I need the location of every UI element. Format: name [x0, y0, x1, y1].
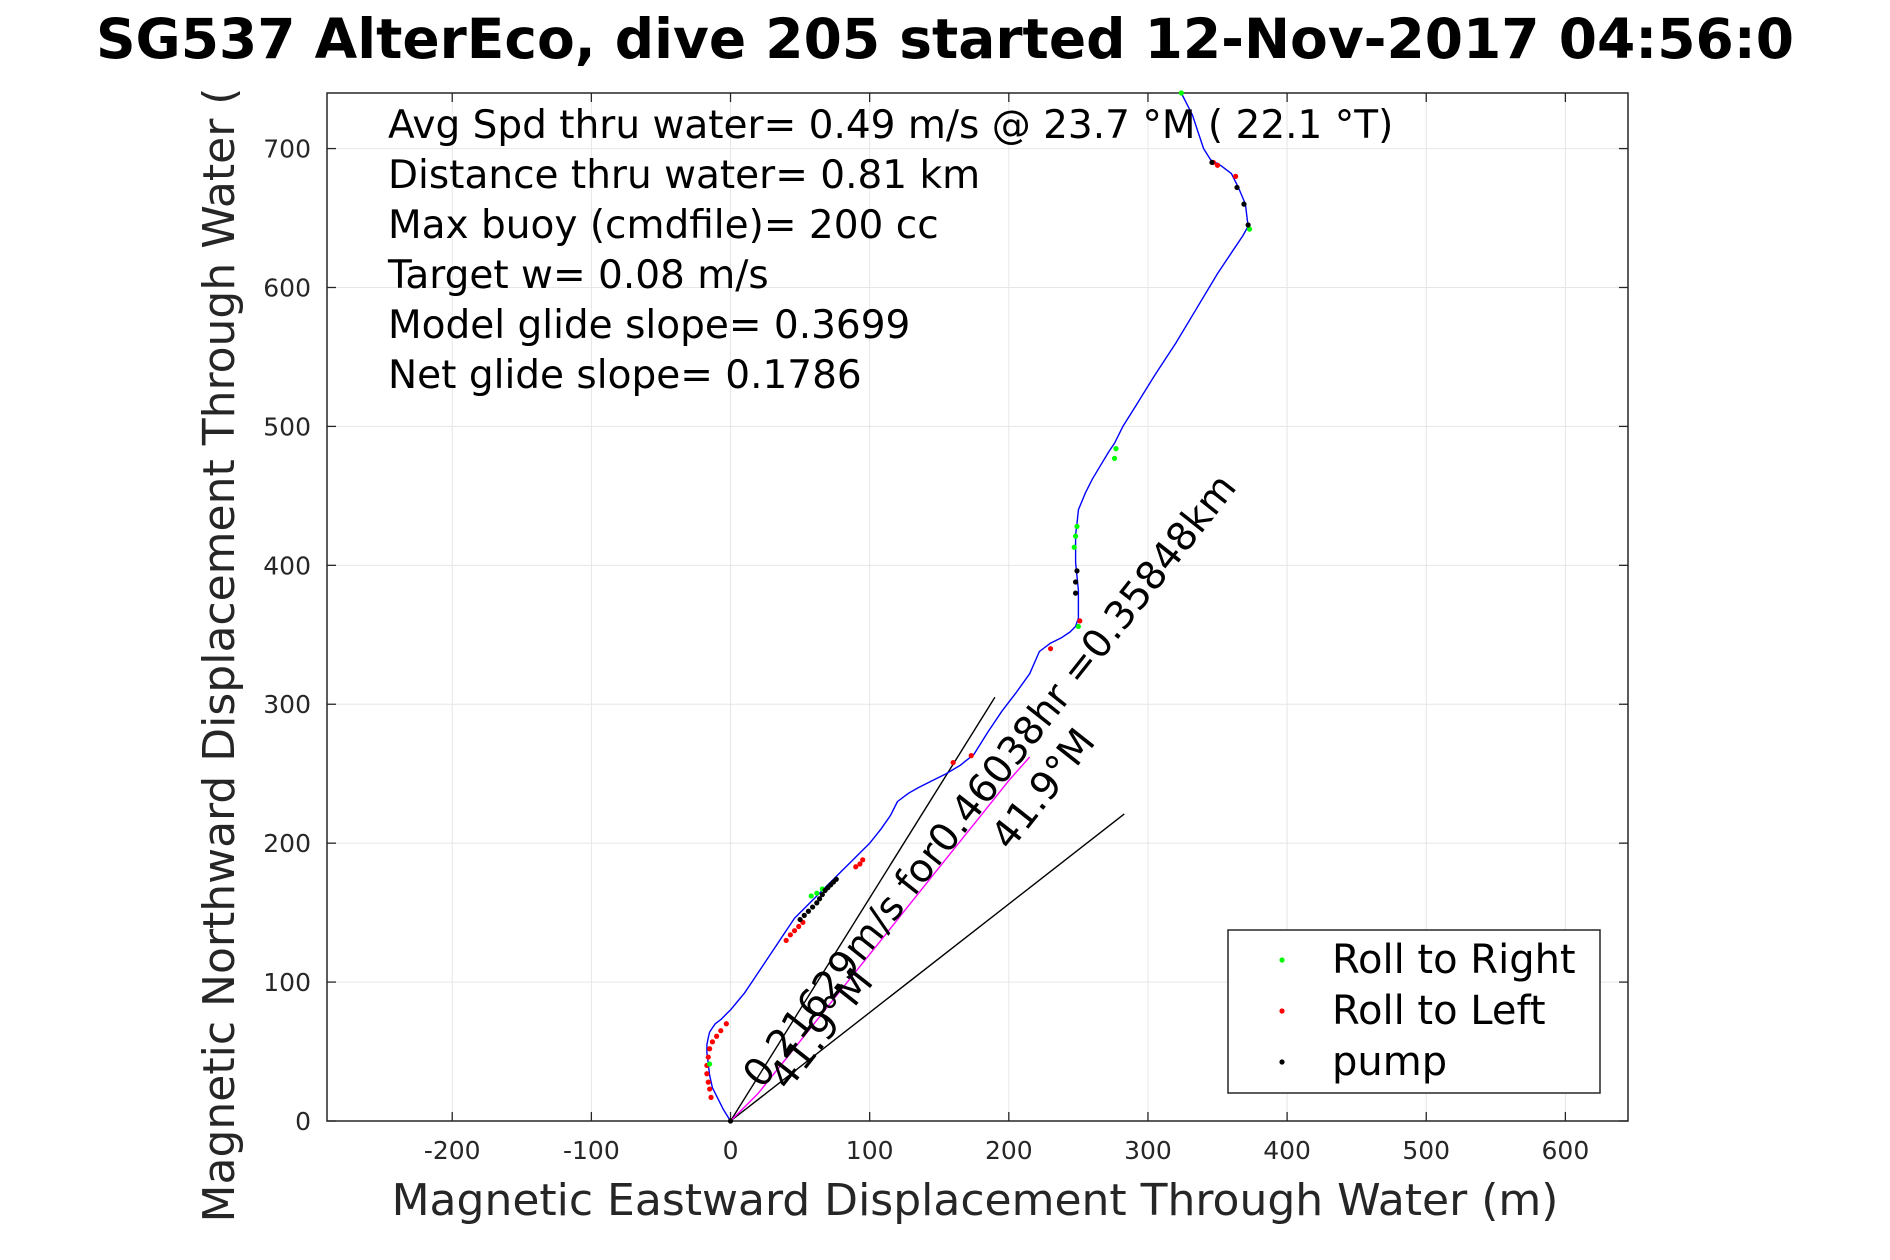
y-ticks: 0 100 200 300 400 500 600 700	[263, 135, 1628, 1136]
roll-left-point	[791, 928, 798, 934]
pump-point	[805, 908, 812, 914]
roll-left-point	[783, 937, 789, 944]
pump-point	[810, 904, 816, 910]
legend-marker-roll-right	[1279, 957, 1285, 963]
roll-left-point	[708, 1094, 714, 1100]
y-tick-label: 200	[263, 829, 311, 858]
pump-point	[819, 891, 825, 898]
y-tick-label: 500	[263, 412, 311, 441]
roll-left-point	[714, 1033, 720, 1039]
roll-left-point	[853, 864, 859, 870]
pump-point	[1072, 590, 1079, 596]
annotation-max-buoy: Max buoy (cmdfile)= 200 cc	[388, 203, 939, 248]
roll-right-point	[1071, 544, 1077, 550]
info-annotations: Avg Spd thru water= 0.49 m/s @ 23.7 °M (…	[387, 103, 1393, 398]
heading-line-1	[729, 696, 996, 1122]
roll-left-point	[857, 861, 863, 867]
x-axis-label: Magnetic Eastward Displacement Through W…	[392, 1175, 1559, 1226]
legend-box	[1227, 929, 1601, 1094]
pump-point	[816, 896, 823, 902]
legend-label-roll-right: Roll to Right	[1332, 937, 1576, 983]
glide-track-line	[730, 756, 1031, 1122]
x-tick-label: 300	[1124, 1136, 1172, 1165]
heading-line-2	[730, 813, 1125, 1122]
axes-frame	[326, 92, 1629, 1122]
roll-left-point	[707, 1046, 713, 1052]
roll-left-point	[723, 1021, 729, 1027]
pump-point	[1074, 568, 1080, 574]
legend: Roll to Right Roll to Left pump	[1227, 929, 1601, 1094]
roll-right-point	[1075, 623, 1081, 630]
y-tick-label: 100	[263, 968, 311, 997]
annotation-target-w: Target w= 0.08 m/s	[387, 253, 769, 298]
y-axis-label: Magnetic Northward Displacement Through …	[194, 88, 245, 1223]
x-tick-label: -100	[563, 1136, 620, 1165]
y-tick-label: 300	[263, 690, 311, 719]
x-tick-label: 100	[846, 1136, 894, 1165]
annotation-net-glide-slope: Net glide slope= 0.1786	[388, 353, 862, 398]
roll-right-point	[808, 893, 814, 899]
chart-title: SG537 AlterEco, dive 205 started 12-Nov-…	[96, 7, 1794, 71]
y-tick-label: 700	[263, 135, 311, 164]
roll-left-point	[1214, 162, 1221, 168]
roll-left-point	[968, 753, 974, 759]
legend-label-roll-left: Roll to Left	[1332, 988, 1546, 1034]
y-tick-label: 0	[295, 1107, 311, 1136]
axes-box	[326, 92, 1629, 1122]
roll-left-point	[709, 1039, 716, 1045]
roll-right-point	[1178, 90, 1184, 96]
roll-left-point	[1047, 646, 1054, 652]
pump-point	[1241, 201, 1247, 207]
roll-left-point	[707, 1086, 713, 1092]
roll-right-point	[814, 890, 820, 896]
pump-point	[1245, 222, 1251, 228]
pump-point	[1072, 579, 1079, 585]
x-tick-label: 600	[1542, 1136, 1590, 1165]
roll-left-point	[860, 857, 866, 863]
x-tick-label: 200	[985, 1136, 1033, 1165]
roll-right-point	[1074, 523, 1080, 530]
y-tick-label: 400	[263, 551, 311, 580]
x-ticks: -200 -100 0 100 200 300 400 500 600	[424, 93, 1589, 1165]
pump-point	[1209, 159, 1215, 166]
data-markers	[704, 90, 1253, 1124]
pump-point	[801, 912, 807, 919]
roll-left-point	[1233, 173, 1239, 179]
legend-marker-roll-left	[1279, 1008, 1285, 1014]
roll-left-point	[787, 932, 793, 938]
roll-right-point	[1246, 226, 1253, 232]
pump-point	[797, 916, 803, 923]
roll-left-point	[705, 1054, 711, 1060]
x-tick-label: 400	[1263, 1136, 1311, 1165]
x-tick-label: 0	[723, 1136, 739, 1165]
roll-left-point	[705, 1079, 711, 1085]
roll-left-point	[718, 1028, 724, 1034]
annotation-avg-speed: Avg Spd thru water= 0.49 m/s @ 23.7 °M (…	[388, 103, 1393, 148]
roll-left-point	[704, 1071, 710, 1077]
roll-left-point	[1077, 618, 1083, 624]
pump-point	[727, 1118, 734, 1124]
legend-label-pump: pump	[1332, 1039, 1447, 1085]
y-tick-label: 600	[263, 273, 311, 302]
roll-right-point	[1072, 533, 1079, 539]
data-lines	[706, 92, 1249, 1122]
roll-right-point	[1113, 446, 1119, 452]
annotation-distance: Distance thru water= 0.81 km	[388, 153, 980, 198]
pump-point	[1234, 184, 1240, 191]
roll-right-point	[1111, 455, 1118, 461]
pump-point	[814, 900, 820, 906]
roll-left-point	[950, 759, 956, 766]
roll-left-point	[796, 923, 802, 930]
roll-right-point	[707, 1061, 713, 1067]
x-tick-label: 500	[1402, 1136, 1450, 1165]
legend-marker-pump	[1279, 1059, 1285, 1065]
x-tick-label: -200	[424, 1136, 481, 1165]
track-line	[706, 92, 1249, 1122]
annotation-model-glide-slope: Model glide slope= 0.3699	[388, 303, 910, 348]
pump-point	[833, 876, 839, 882]
